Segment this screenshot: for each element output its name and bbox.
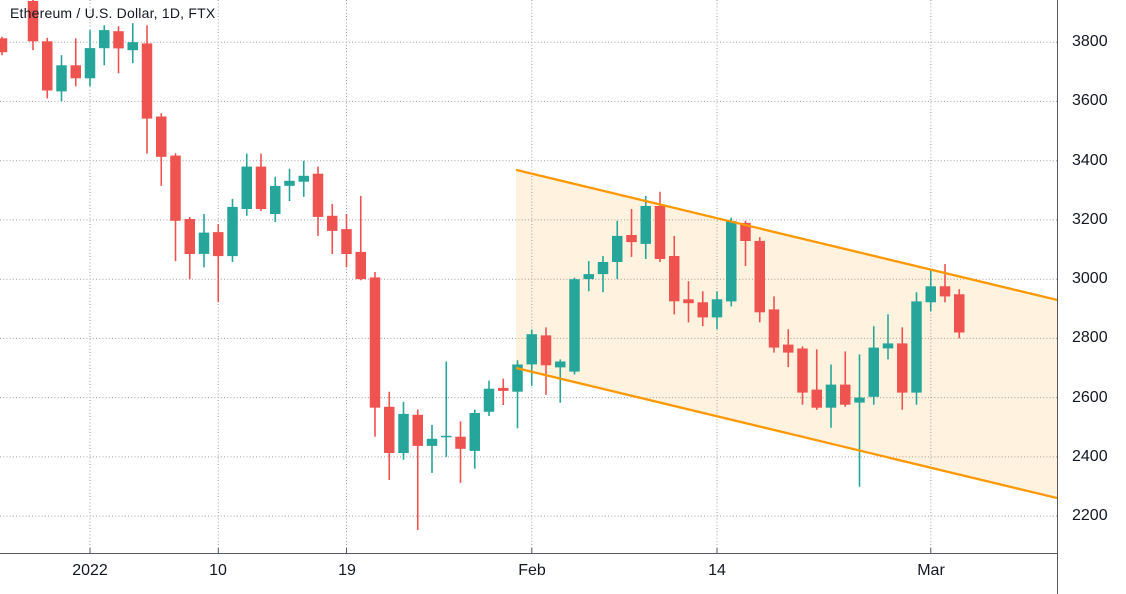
candle-body: [127, 42, 138, 51]
candle-body: [555, 361, 566, 368]
candle-body: [726, 221, 737, 302]
candle-body: [597, 262, 609, 275]
candle-body: [711, 299, 723, 318]
candle-body: [227, 206, 238, 257]
price-tick-label: 3000: [1072, 270, 1108, 287]
candle-body: [825, 384, 837, 408]
candle-body: [783, 344, 794, 353]
candle-body: [426, 438, 438, 446]
candle-body: [441, 435, 452, 438]
candle-body: [740, 222, 751, 241]
candle-body: [255, 166, 267, 209]
candle-body: [341, 229, 352, 254]
candle-body: [56, 65, 67, 92]
candle-body: [925, 286, 936, 303]
price-axis[interactable]: 3800 3600 3400 3200 3000 2800 2600 2400 2200: [1057, 0, 1126, 594]
price-tick-label: 2800: [1072, 329, 1108, 346]
parallel-channel-upper-line[interactable]: [515, 168, 1057, 302]
candle-body: [868, 347, 879, 397]
candle-body: [612, 235, 623, 262]
candle-body: [498, 387, 509, 391]
candle-body: [398, 413, 409, 453]
candle-body: [198, 232, 210, 254]
candle-body: [84, 48, 96, 79]
candle-body: [768, 309, 780, 348]
candle-body: [42, 41, 53, 91]
candle-body: [70, 65, 81, 79]
candle-body: [540, 335, 552, 366]
candle-body: [270, 185, 281, 214]
candle-body: [583, 274, 594, 280]
candle-body: [412, 414, 423, 446]
candle-body: [27, 1, 39, 42]
price-tick-label: 3400: [1072, 152, 1108, 169]
candle-body: [213, 232, 224, 257]
time-tick-label: Mar: [917, 562, 945, 579]
candle-body: [911, 301, 922, 393]
time-tick-label: Feb: [518, 562, 546, 579]
candle-body: [469, 413, 480, 451]
candle-body: [640, 206, 651, 244]
candle-body: [569, 279, 580, 372]
candle-body: [170, 155, 181, 221]
candle-body: [683, 299, 694, 304]
candle-body: [99, 30, 110, 49]
candle-body: [241, 166, 252, 209]
candle-body: [355, 251, 366, 280]
candle-body: [840, 384, 851, 405]
time-tick-label: 19: [338, 562, 356, 579]
price-chart-canvas[interactable]: [0, 0, 1057, 553]
candle-body: [369, 277, 381, 408]
candle-body: [882, 343, 894, 349]
candle-body: [654, 206, 666, 259]
price-tick-label: 3200: [1072, 211, 1108, 228]
candle-body: [483, 388, 495, 412]
candle-body: [669, 256, 680, 302]
time-tick-label: 10: [209, 562, 227, 579]
candle-body: [697, 302, 708, 318]
parallel-channel-lower-line[interactable]: [515, 366, 1057, 500]
symbol-title: Ethereum / U.S. Dollar, 1D, FTX: [10, 5, 216, 21]
candle-body: [797, 348, 808, 393]
candle-body: [939, 286, 951, 297]
price-tick-label: 2200: [1072, 507, 1108, 524]
candle-body: [897, 343, 908, 393]
candle-body: [156, 116, 167, 157]
candle-body: [455, 436, 466, 449]
candle-body: [113, 31, 124, 49]
candle-body: [854, 397, 865, 403]
time-tick-label: 14: [708, 562, 726, 579]
time-axis[interactable]: 2022 10 19 Feb 14 Mar: [0, 553, 1126, 594]
price-tick-label: 3800: [1072, 33, 1108, 50]
candle-body: [141, 43, 153, 119]
candle-body: [626, 235, 637, 243]
candle-body: [526, 334, 537, 365]
candle-body: [384, 406, 395, 453]
price-tick-label: 3600: [1072, 92, 1108, 109]
candle-body: [954, 294, 965, 333]
parallel-channel-fill[interactable]: [516, 169, 1057, 498]
candle-body: [284, 180, 295, 186]
candle-body: [298, 175, 309, 182]
candle-body: [811, 389, 822, 408]
candle-body: [327, 215, 338, 231]
candle-body: [512, 364, 523, 392]
candle-body: [754, 240, 765, 313]
candle-body: [184, 219, 195, 254]
price-tick-label: 2600: [1072, 389, 1108, 406]
price-tick-label: 2400: [1072, 448, 1108, 465]
time-tick-label: 2022: [72, 562, 108, 579]
candle-body: [0, 38, 8, 53]
candle-body: [312, 173, 324, 217]
